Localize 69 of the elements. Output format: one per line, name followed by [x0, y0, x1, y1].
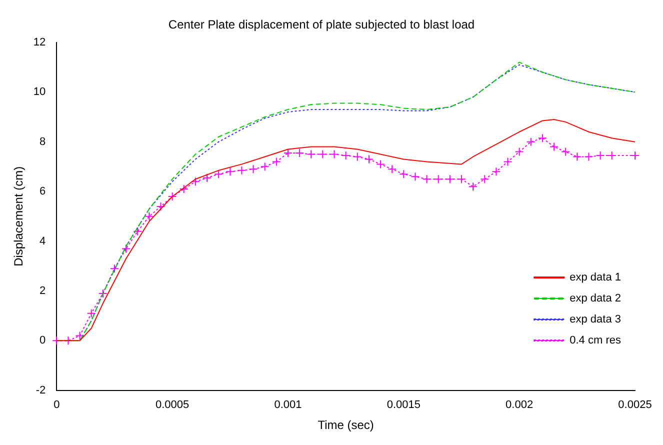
- legend-label: exp data 2: [570, 292, 621, 305]
- point: [422, 174, 432, 184]
- chart-title: Center Plate displacement of plate subjected to blast load: [168, 18, 475, 32]
- point: [376, 160, 386, 169]
- point: [572, 152, 582, 162]
- point: [133, 226, 142, 236]
- point: [399, 170, 408, 179]
- point: [434, 174, 443, 184]
- point: [122, 244, 131, 254]
- point: [341, 151, 350, 160]
- x-axis-title: Time (sec): [318, 418, 374, 432]
- point: [168, 192, 177, 202]
- point: [110, 264, 119, 274]
- point: [607, 151, 616, 160]
- point: [330, 150, 339, 159]
- point: [214, 170, 224, 179]
- point: [538, 134, 547, 143]
- point: [226, 167, 235, 176]
- point: [272, 157, 281, 166]
- point: [295, 148, 304, 158]
- point: [156, 202, 166, 211]
- point: [514, 147, 524, 156]
- x-tick-label: 0.002: [506, 399, 534, 412]
- point: [492, 167, 501, 176]
- point: [237, 166, 246, 175]
- point: [75, 331, 84, 340]
- point: [260, 162, 270, 172]
- point: [388, 164, 397, 174]
- legend-label: exp data 3: [570, 314, 621, 326]
- y-tick-label: 8: [40, 136, 46, 148]
- point: [179, 184, 188, 194]
- point: [144, 212, 154, 221]
- y-tick-label: 6: [40, 186, 46, 198]
- y-axis-title: Displacement (cm): [12, 166, 26, 266]
- y-tick-label: 10: [33, 86, 46, 98]
- x-tick-label: 0.0025: [618, 399, 652, 412]
- point: [561, 147, 570, 156]
- point: [630, 151, 640, 160]
- point: [480, 174, 490, 184]
- x-tick-label: 0.001: [274, 399, 302, 412]
- point: [550, 142, 559, 152]
- point: [306, 150, 316, 159]
- legend-label: 0.4 cm res: [570, 334, 622, 347]
- point: [202, 173, 212, 182]
- point: [86, 308, 96, 318]
- point: [584, 152, 594, 162]
- point: [596, 151, 605, 160]
- y-tick-label: 4: [40, 235, 46, 248]
- point: [526, 137, 536, 146]
- legend-label: exp data 1: [570, 272, 621, 284]
- point: [190, 177, 200, 186]
- y-tick-label: 0: [40, 334, 46, 347]
- point: [410, 172, 420, 182]
- x-tick-label: 0.0005: [155, 399, 190, 412]
- y-tick-label: 12: [33, 36, 46, 48]
- point: [283, 148, 292, 158]
- point: [98, 288, 108, 298]
- point: [352, 152, 362, 162]
- point: [468, 182, 478, 192]
- point: [445, 174, 454, 184]
- x-tick-label: 0: [54, 399, 60, 412]
- point: [248, 164, 258, 174]
- point: [503, 157, 512, 166]
- y-tick-label: 2: [40, 285, 46, 298]
- y-tick-label: -2: [36, 384, 46, 396]
- point: [364, 154, 374, 164]
- x-tick-label: 0.0015: [386, 399, 420, 412]
- point: [456, 174, 466, 184]
- point: [318, 150, 328, 159]
